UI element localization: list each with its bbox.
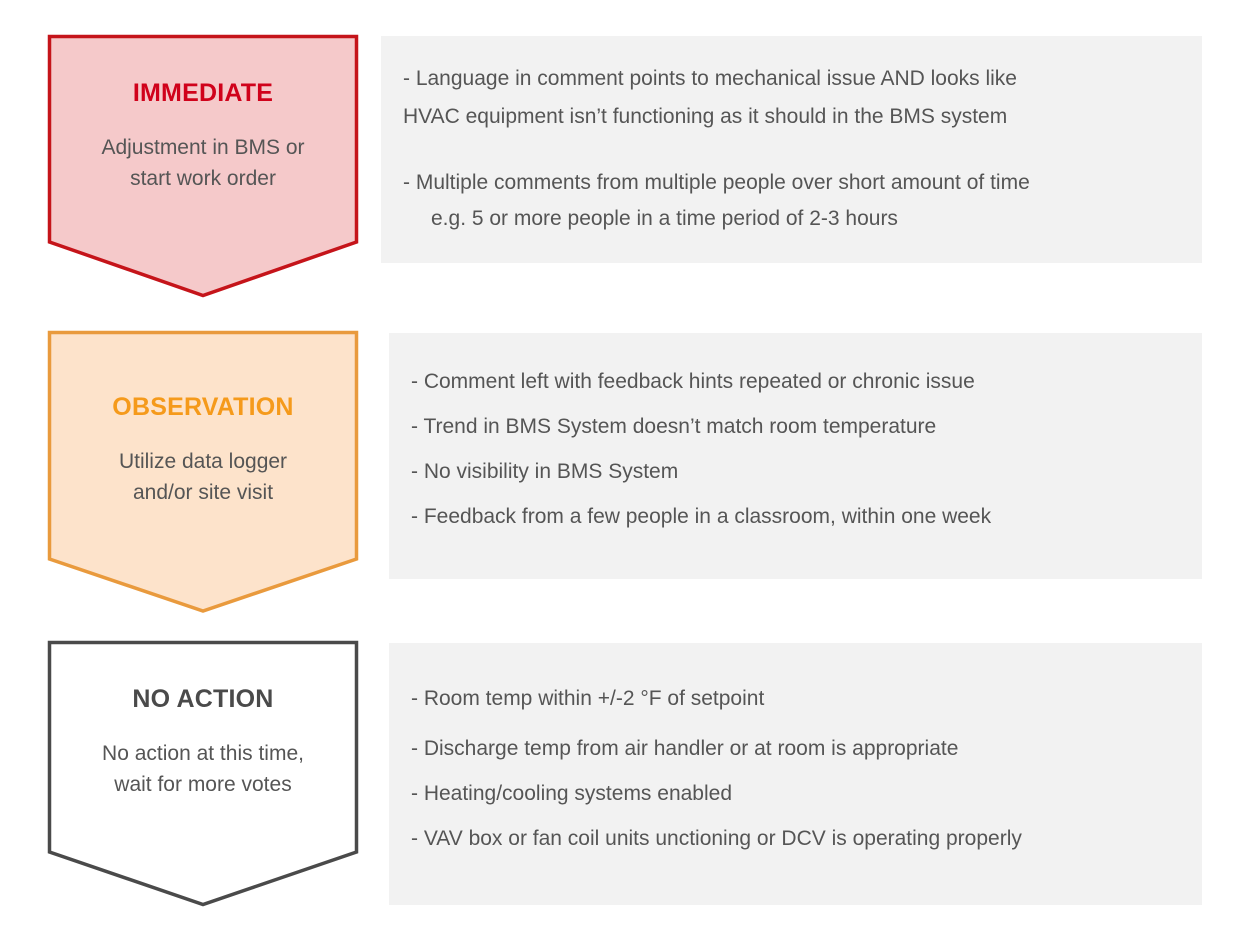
immediate-criteria-panel: - Language in comment points to mechanic… xyxy=(381,36,1202,263)
criteria-line: - No visibility in BMS System xyxy=(411,460,679,483)
observation-criteria-panel: - Comment left with feedback hints repea… xyxy=(389,333,1202,579)
observation-description: Utilize data logger and/or site visit xyxy=(118,450,288,504)
immediate-chevron-shape xyxy=(47,34,359,298)
tier-no-action: NO ACTION No action at this time, wait f… xyxy=(0,630,1253,951)
immediate-chevron-text: IMMEDIATE Adjustment in BMS or start wor… xyxy=(48,79,358,194)
observation-chevron-shape xyxy=(47,330,359,613)
tier-observation: OBSERVATION Utilize data logger and/or s… xyxy=(0,320,1253,620)
no-action-chevron: NO ACTION No action at this time, wait f… xyxy=(47,640,359,907)
criteria-line: - Multiple comments from multiple people… xyxy=(403,171,1030,194)
immediate-chevron: IMMEDIATE Adjustment in BMS or start wor… xyxy=(47,34,359,298)
immediate-description: Adjustment in BMS or start work order xyxy=(101,136,305,190)
no-action-chevron-shape xyxy=(47,640,359,907)
criteria-line: - Language in comment points to mechanic… xyxy=(403,67,1017,90)
no-action-title: NO ACTION xyxy=(132,685,274,713)
criteria-line: - Feedback from a few people in a classr… xyxy=(411,505,992,528)
immediate-title: IMMEDIATE xyxy=(132,79,274,107)
criteria-line: - Heating/cooling systems enabled xyxy=(411,782,733,805)
observation-chevron-text: OBSERVATION Utilize data logger and/or s… xyxy=(48,393,358,508)
criteria-line: - Trend in BMS System doesn’t match room… xyxy=(411,415,937,438)
no-action-chevron-text: NO ACTION No action at this time, wait f… xyxy=(48,685,358,800)
no-action-criteria-panel: - Room temp within +/-2 °F of setpoint -… xyxy=(389,643,1202,905)
criteria-line: - Discharge temp from air handler or at … xyxy=(411,737,959,760)
criteria-line: HVAC equipment isn’t functioning as it s… xyxy=(403,105,1008,128)
criteria-line: - Room temp within +/-2 °F of setpoint xyxy=(411,687,765,710)
criteria-line: - VAV box or fan coil units unctioning o… xyxy=(411,827,1022,850)
no-action-description: No action at this time, wait for more vo… xyxy=(102,742,304,796)
tier-immediate: IMMEDIATE Adjustment in BMS or start wor… xyxy=(0,0,1253,310)
criteria-line: - Comment left with feedback hints repea… xyxy=(411,370,975,393)
observation-chevron: OBSERVATION Utilize data logger and/or s… xyxy=(47,330,359,613)
observation-title: OBSERVATION xyxy=(112,393,294,421)
criteria-line: e.g. 5 or more people in a time period o… xyxy=(431,207,898,230)
